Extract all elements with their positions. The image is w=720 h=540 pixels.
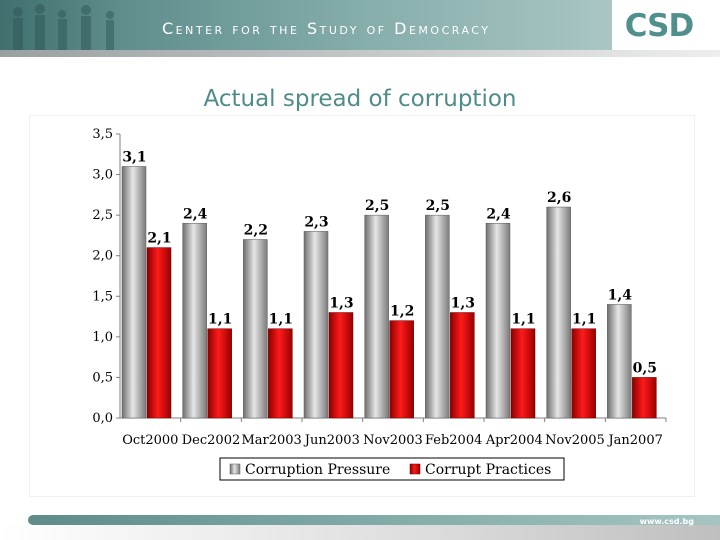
bar-corrupt-practices	[632, 377, 657, 419]
y-tick-label: 0,5	[92, 370, 113, 385]
x-tick-label: Mar2003	[241, 433, 301, 448]
y-tick-label: 0,0	[92, 411, 113, 426]
bar-corruption-pressure	[425, 214, 450, 419]
logo-text: CSD	[624, 8, 694, 44]
legend-entry: Corruption Pressure	[245, 462, 390, 478]
bar-corruption-pressure	[364, 214, 389, 419]
data-label: 2,4	[486, 206, 511, 222]
bar-corrupt-practices	[328, 312, 354, 419]
header-band: Center for the Study of Democracy	[0, 0, 720, 58]
bar-corrupt-practices	[207, 328, 232, 419]
x-tick-label: Jan2007	[606, 433, 662, 448]
people-silhouette-icon	[13, 4, 114, 50]
bar-corruption-pressure	[607, 304, 632, 419]
data-label: 2,1	[147, 231, 171, 247]
bar-chart: 0,0 0,5 1,0 1,5 2,0 2,5 3,0 3,5 Oct2000 Dec2002 Ma…	[92, 127, 667, 481]
data-label: 1,2	[390, 304, 414, 320]
footer-bar	[28, 515, 720, 525]
data-label: 1,1	[208, 312, 232, 328]
x-tick-label: Oct2000	[122, 433, 178, 448]
data-label: 2,4	[183, 206, 208, 222]
chart-panel: 0,0 0,5 1,0 1,5 2,0 2,5 3,0 3,5 Oct2000 Dec2002 Ma…	[30, 116, 694, 496]
data-label: 2,6	[547, 190, 571, 206]
legend-swatch	[409, 463, 421, 475]
bar-corrupt-practices	[571, 328, 596, 419]
chart-title: Actual spread of corruption	[203, 86, 517, 112]
org-name: Center for the Study of Democracy	[162, 19, 491, 38]
data-label: 1,1	[269, 312, 293, 328]
y-tick-label: 2,5	[92, 208, 113, 223]
bar-corrupt-practices	[146, 247, 172, 419]
x-tick-label: Feb2004	[425, 433, 482, 448]
bar-corrupt-practices	[450, 312, 475, 419]
y-tick-label: 2,0	[92, 249, 113, 264]
bar-corruption-pressure	[303, 231, 329, 419]
header-teal-strip: Center for the Study of Democracy	[0, 0, 612, 50]
data-label: 1,1	[572, 312, 596, 328]
y-tick-label: 1,0	[92, 330, 113, 345]
bar-corruption-pressure	[182, 223, 207, 419]
x-tick-label: Jun2003	[303, 433, 360, 448]
data-label: 1,4	[608, 287, 633, 303]
y-tick-label: 1,5	[92, 289, 113, 304]
data-label: 2,5	[426, 198, 450, 214]
footer-url: www.csd.bg	[639, 517, 694, 526]
legend-swatch	[229, 463, 241, 475]
header-gray-strip	[0, 50, 720, 57]
bar-corruption-pressure	[485, 223, 511, 419]
data-label: 3,1	[122, 149, 146, 165]
bar-corruption-pressure	[546, 206, 571, 419]
bar-corrupt-practices	[389, 320, 414, 419]
bar-corrupt-practices	[510, 328, 536, 419]
data-label: 2,5	[365, 198, 389, 214]
legend-box	[219, 457, 565, 481]
data-label: 2,3	[304, 214, 328, 230]
x-tick-label: Dec2002	[182, 433, 240, 448]
footer-gray-strip	[0, 525, 720, 540]
data-label: 1,3	[451, 296, 475, 312]
data-label: 0,5	[633, 360, 657, 376]
bar-corrupt-practices	[268, 328, 293, 419]
x-tick-label: Nov2005	[545, 433, 605, 448]
y-tick-label: 3,0	[92, 168, 113, 183]
y-tick-label: 3,5	[92, 127, 113, 142]
data-label: 2,2	[244, 222, 268, 238]
data-label: 1,3	[329, 296, 353, 312]
bar-corruption-pressure	[121, 166, 147, 419]
bar-corruption-pressure	[243, 239, 268, 419]
data-label: 1,1	[511, 312, 535, 328]
x-tick-label: Nov2003	[363, 433, 423, 448]
legend-entry: Corrupt Practices	[425, 462, 551, 478]
csd-logo: CSD	[622, 4, 696, 54]
x-tick-label: Apr2004	[485, 433, 543, 448]
